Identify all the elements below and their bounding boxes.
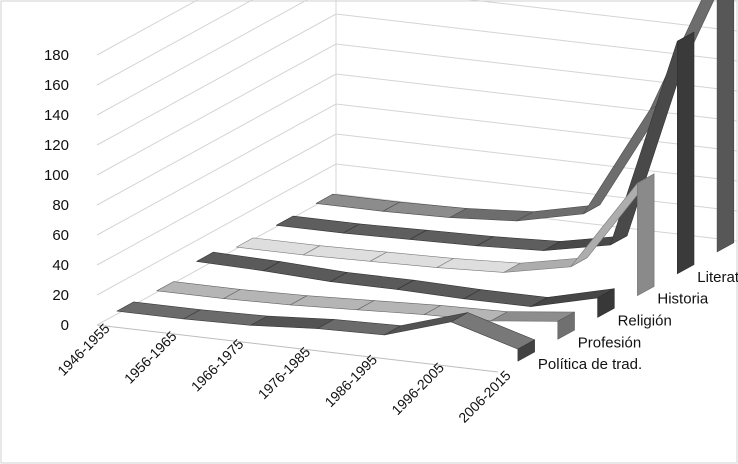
series-profesion xyxy=(156,281,575,340)
series-labels: Política de trad. Profesión Religión Histor… xyxy=(538,247,738,373)
series-politica-de-trad xyxy=(116,301,535,362)
y-axis-ticks: 0 20 40 60 80 100 120 140 160 180 xyxy=(44,47,69,334)
ribbon-end xyxy=(716,0,735,253)
x-axis-line xyxy=(96,324,499,373)
ribbon-end xyxy=(676,31,695,275)
series-label-literatura: Literatura xyxy=(697,269,738,286)
series-label-historia: Historia xyxy=(657,291,709,308)
y-tick-label: 60 xyxy=(52,227,69,244)
ribbon-end xyxy=(517,339,535,362)
y-tick-label: 140 xyxy=(44,107,69,124)
series-label-profesion: Profesión xyxy=(578,334,641,351)
gridline-160 xyxy=(96,0,738,86)
gridline-180 xyxy=(96,0,199,56)
y-tick-label: 40 xyxy=(52,257,69,274)
series-historia xyxy=(236,173,655,297)
y-tick-label: 80 xyxy=(52,197,69,214)
ribbon-end xyxy=(637,173,655,297)
series-label-politica-de-trad: Política de trad. xyxy=(538,356,642,373)
y-tick-label: 20 xyxy=(52,287,69,304)
ribbon-end xyxy=(557,311,575,340)
series-religion xyxy=(196,251,615,318)
series-label-religion: Religión xyxy=(618,312,672,329)
y-tick-label: 100 xyxy=(44,167,69,184)
y-tick-label: 0 xyxy=(61,317,69,334)
y-tick-label: 160 xyxy=(44,77,69,94)
y-tick-label: 120 xyxy=(44,137,69,154)
y-tick-label: 180 xyxy=(44,47,69,64)
gridline-140 xyxy=(96,0,738,116)
ribbon-end xyxy=(597,288,615,318)
series-layer xyxy=(116,0,735,362)
